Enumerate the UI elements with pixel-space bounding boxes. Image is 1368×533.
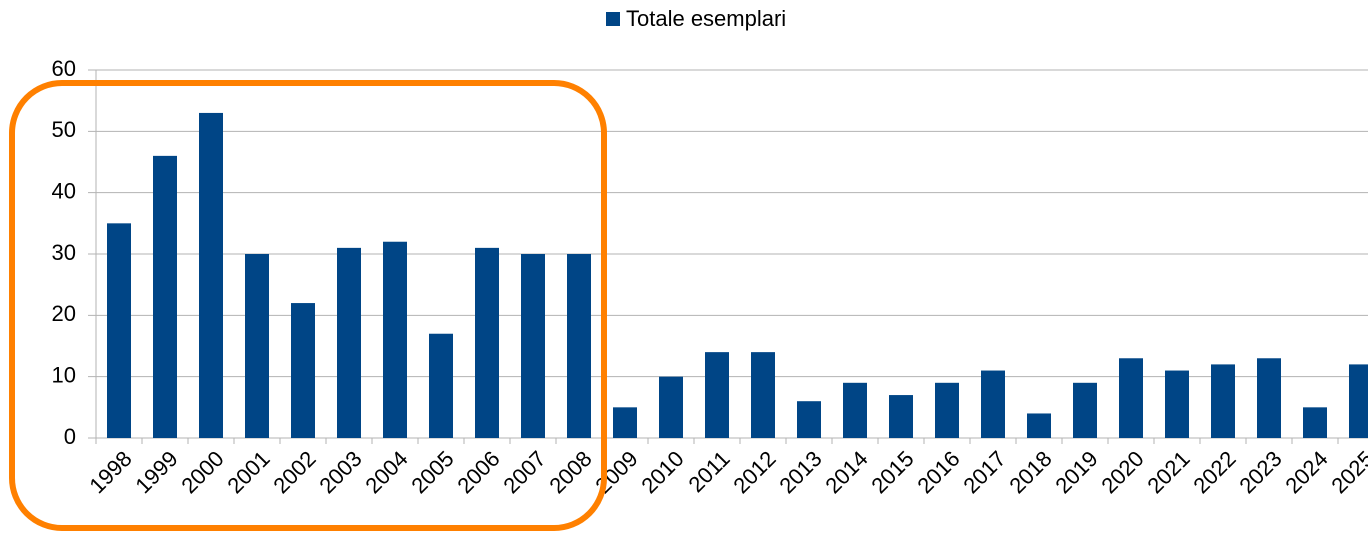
x-tick-label: 2003 bbox=[314, 446, 366, 498]
bar bbox=[1073, 382, 1097, 438]
bar bbox=[613, 407, 637, 438]
x-tick-label: 2002 bbox=[268, 446, 320, 498]
y-tick-label: 50 bbox=[52, 117, 76, 142]
bar bbox=[1303, 407, 1327, 438]
x-tick-label: 2018 bbox=[1004, 446, 1056, 498]
x-tick-label: 2005 bbox=[406, 446, 458, 498]
bar bbox=[521, 254, 545, 438]
bar bbox=[429, 333, 453, 438]
bar bbox=[107, 223, 131, 438]
x-tick-label: 2010 bbox=[636, 446, 688, 498]
bar bbox=[1349, 364, 1368, 438]
bar bbox=[659, 376, 683, 438]
legend-label: Totale esemplari bbox=[626, 6, 786, 31]
x-tick-label: 2020 bbox=[1096, 446, 1148, 498]
y-tick-label: 0 bbox=[64, 424, 76, 449]
bar bbox=[337, 247, 361, 438]
y-tick-label: 40 bbox=[52, 178, 76, 203]
x-tick-label: 1998 bbox=[84, 446, 136, 498]
x-tick-label: 2019 bbox=[1050, 446, 1102, 498]
bar bbox=[935, 382, 959, 438]
y-tick-label: 60 bbox=[52, 56, 76, 81]
bar bbox=[567, 254, 591, 438]
x-tick-label: 2014 bbox=[820, 446, 872, 498]
x-tick-label: 2017 bbox=[958, 446, 1010, 498]
x-tick-label: 2015 bbox=[866, 446, 918, 498]
bar bbox=[291, 303, 315, 438]
y-tick-label: 20 bbox=[52, 301, 76, 326]
x-tick-label: 2006 bbox=[452, 446, 504, 498]
y-tick-label: 30 bbox=[52, 240, 76, 265]
x-tick-label: 2025 bbox=[1326, 446, 1368, 498]
x-tick-label: 2022 bbox=[1188, 446, 1240, 498]
x-tick-label: 2024 bbox=[1280, 446, 1332, 498]
legend-swatch bbox=[606, 12, 620, 26]
bar bbox=[843, 382, 867, 438]
bar bbox=[981, 370, 1005, 438]
x-tick-label: 2008 bbox=[544, 446, 596, 498]
bar bbox=[1027, 413, 1051, 438]
bar bbox=[705, 352, 729, 438]
x-tick-label: 1999 bbox=[130, 446, 182, 498]
y-tick-label: 10 bbox=[52, 362, 76, 387]
highlight-box bbox=[9, 80, 607, 531]
bar bbox=[751, 352, 775, 438]
bar bbox=[1211, 364, 1235, 438]
bar bbox=[475, 247, 499, 438]
bar bbox=[1165, 370, 1189, 438]
bar bbox=[1119, 358, 1143, 438]
x-tick-label: 2016 bbox=[912, 446, 964, 498]
bar bbox=[1257, 358, 1281, 438]
x-tick-label: 2021 bbox=[1142, 446, 1194, 498]
x-tick-label: 2012 bbox=[728, 446, 780, 498]
bar bbox=[199, 112, 223, 438]
bar bbox=[383, 241, 407, 438]
x-tick-label: 2023 bbox=[1234, 446, 1286, 498]
x-tick-label: 2000 bbox=[176, 446, 228, 498]
bar bbox=[797, 401, 821, 438]
bar bbox=[889, 395, 913, 438]
x-tick-label: 2007 bbox=[498, 446, 550, 498]
x-tick-label: 2004 bbox=[360, 446, 412, 498]
bar bbox=[245, 254, 269, 438]
bar bbox=[153, 155, 177, 438]
x-tick-label: 2011 bbox=[684, 446, 735, 497]
x-tick-label: 2001 bbox=[222, 446, 274, 498]
x-tick-label: 2013 bbox=[774, 446, 826, 498]
x-tick-label: 2009 bbox=[590, 446, 642, 498]
